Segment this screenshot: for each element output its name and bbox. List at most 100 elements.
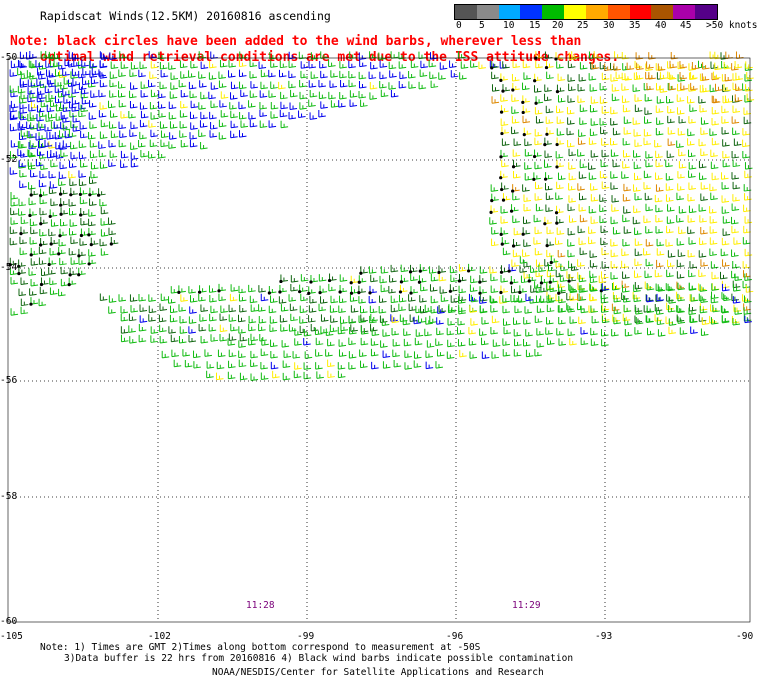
wind-barb — [360, 99, 368, 108]
wind-barb — [634, 94, 643, 102]
wind-barb — [569, 284, 578, 293]
wind-barb — [30, 226, 38, 235]
contamination-dot — [88, 193, 92, 197]
wind-barb — [380, 266, 389, 274]
wind-barb — [677, 305, 685, 314]
wind-barb — [379, 60, 388, 68]
wind-barb — [68, 79, 76, 88]
wind-barb — [611, 93, 620, 102]
wind-barb — [359, 305, 368, 314]
wind-barb — [632, 117, 641, 125]
wind-barb — [590, 118, 599, 126]
wind-barb — [698, 204, 707, 212]
wind-barb — [534, 248, 543, 256]
wind-barb — [292, 351, 301, 359]
wind-barb — [36, 148, 45, 157]
contamination-dot — [39, 222, 43, 226]
wind-barb — [578, 293, 587, 302]
wind-barb — [230, 120, 239, 129]
wind-barb — [419, 295, 427, 303]
wind-barb — [308, 315, 316, 323]
contamination-dot — [457, 279, 462, 283]
wind-barb — [622, 161, 630, 169]
wind-barb — [30, 169, 38, 178]
wind-barb — [371, 361, 379, 370]
wind-barb — [210, 305, 218, 314]
wind-barb — [119, 51, 127, 59]
contamination-dot — [349, 281, 353, 285]
wind-barb — [261, 338, 269, 346]
wind-barb — [579, 117, 587, 126]
wind-barb — [590, 284, 598, 292]
wind-barb — [398, 80, 407, 89]
wind-barb — [635, 317, 644, 325]
contamination-dot — [489, 210, 493, 214]
wind-barb — [567, 328, 576, 337]
wind-barb — [566, 107, 575, 115]
wind-barb — [667, 283, 676, 292]
wind-barb — [733, 237, 741, 245]
contamination-dot — [521, 232, 525, 236]
wind-barb — [556, 105, 564, 114]
wind-barb — [388, 61, 397, 70]
wind-barb — [170, 334, 179, 343]
wind-barb — [358, 81, 367, 89]
wind-barb — [270, 81, 278, 90]
wind-barb — [150, 335, 158, 343]
wind-barb — [419, 69, 428, 78]
wind-barb — [37, 141, 46, 149]
wind-barb — [148, 305, 157, 314]
wind-barb — [109, 79, 117, 88]
wind-barb — [657, 329, 666, 337]
contamination-dot — [87, 262, 91, 266]
wind-barb — [89, 140, 98, 148]
wind-barb — [60, 266, 69, 275]
wind-barb — [429, 284, 438, 292]
wind-barb — [27, 113, 35, 122]
wind-barb — [645, 239, 654, 247]
legend-swatch — [520, 5, 543, 19]
wind-barb — [150, 326, 159, 334]
wind-barb — [210, 51, 218, 59]
wind-barb — [70, 141, 78, 150]
wind-barb — [230, 284, 239, 292]
wind-barb — [610, 261, 619, 269]
wind-barb — [118, 121, 127, 130]
wind-barb — [544, 84, 552, 92]
wind-barb — [678, 148, 686, 157]
wind-barb — [259, 101, 268, 110]
wind-barb — [577, 83, 586, 92]
wind-barb — [10, 199, 19, 207]
wind-barb — [54, 95, 63, 104]
wind-barb — [668, 296, 677, 304]
wind-barb — [250, 350, 258, 359]
wind-barb — [613, 316, 621, 325]
wind-barb — [745, 61, 753, 69]
contamination-dot — [58, 192, 63, 196]
wind-barb — [36, 114, 45, 122]
wind-barb — [479, 305, 488, 313]
wind-barb — [250, 333, 259, 342]
wind-barb — [26, 70, 35, 78]
wind-barb — [279, 315, 288, 323]
wind-barb — [469, 351, 478, 359]
wind-barb — [330, 70, 338, 78]
wind-barb — [17, 123, 26, 131]
wind-barb — [288, 60, 297, 69]
wind-barb — [10, 277, 19, 285]
wind-barb — [644, 107, 652, 115]
contamination-dot — [501, 198, 506, 202]
wind-barb — [402, 317, 411, 326]
wind-barb — [590, 327, 598, 336]
wind-barb — [71, 104, 80, 112]
wind-barb — [519, 265, 528, 273]
wind-barb — [170, 72, 179, 80]
wind-barb — [209, 295, 217, 303]
wind-barb — [20, 298, 29, 307]
wind-barb — [258, 315, 267, 324]
wind-barb — [721, 206, 730, 214]
wind-barb — [523, 338, 531, 347]
contamination-dot — [77, 254, 81, 258]
wind-barb — [457, 318, 466, 326]
wind-barb — [318, 274, 327, 282]
